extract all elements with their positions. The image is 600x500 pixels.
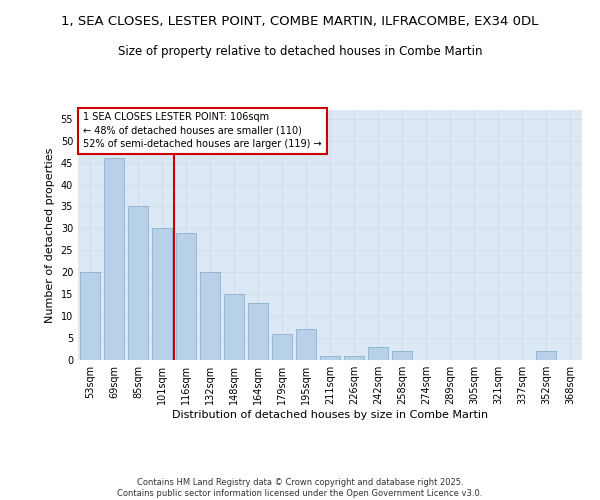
Bar <box>104 158 124 360</box>
Bar <box>536 351 556 360</box>
Text: 1 SEA CLOSES LESTER POINT: 106sqm
← 48% of detached houses are smaller (110)
52%: 1 SEA CLOSES LESTER POINT: 106sqm ← 48% … <box>83 112 322 149</box>
Bar <box>80 272 100 360</box>
Bar <box>176 233 196 360</box>
Text: Contains HM Land Registry data © Crown copyright and database right 2025.
Contai: Contains HM Land Registry data © Crown c… <box>118 478 482 498</box>
Y-axis label: Number of detached properties: Number of detached properties <box>45 148 55 322</box>
Text: 1, SEA CLOSES, LESTER POINT, COMBE MARTIN, ILFRACOMBE, EX34 0DL: 1, SEA CLOSES, LESTER POINT, COMBE MARTI… <box>61 15 539 28</box>
Bar <box>368 347 388 360</box>
Bar <box>248 303 268 360</box>
Text: Size of property relative to detached houses in Combe Martin: Size of property relative to detached ho… <box>118 45 482 58</box>
X-axis label: Distribution of detached houses by size in Combe Martin: Distribution of detached houses by size … <box>172 410 488 420</box>
Bar <box>272 334 292 360</box>
Bar <box>296 330 316 360</box>
Bar <box>392 351 412 360</box>
Bar <box>200 272 220 360</box>
Bar <box>152 228 172 360</box>
Bar <box>344 356 364 360</box>
Bar <box>224 294 244 360</box>
Bar <box>128 206 148 360</box>
Bar <box>320 356 340 360</box>
